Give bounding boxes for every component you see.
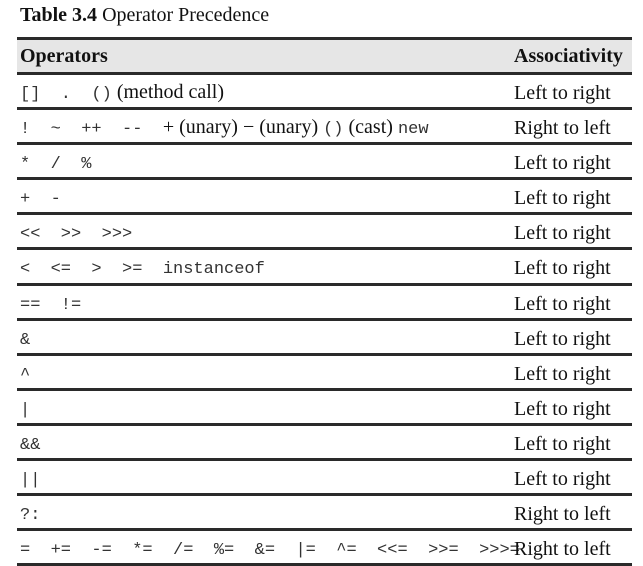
operators-cell: ^ <box>20 361 30 388</box>
operator-description: (method call) <box>111 81 225 103</box>
table-row: * / % Left to right <box>17 145 632 181</box>
operators-cell: & <box>20 326 30 353</box>
associativity-cell: Left to right <box>514 292 611 315</box>
operator-code: < <= > >= instanceof <box>20 260 265 280</box>
operator-code: [] . () <box>20 85 112 104</box>
operator-precedence-table: Operators Associativity [] . () (method … <box>17 37 632 566</box>
operator-code: = += -= *= /= %= &= |= ^= <<= >>= >>>= <box>20 541 520 561</box>
associativity-cell: Right to left <box>514 117 611 140</box>
operator-code: | <box>20 400 31 420</box>
operators-cell: || <box>20 466 40 493</box>
operators-cell: && <box>20 431 40 458</box>
table-row: ! ~ ++ -- + (unary) − (unary) () (cast) … <box>17 110 632 146</box>
operators-cell: << >> >>> <box>20 220 132 247</box>
table-body: [] . () (method call) Left to right ! ~ ++… <box>17 75 632 566</box>
operator-description: + (unary) − (unary) <box>162 116 324 139</box>
operator-code: ?: <box>20 506 41 526</box>
operators-cell: ! ~ ++ -- + (unary) − (unary) () (cast) … <box>20 115 429 142</box>
operator-code: + - <box>20 190 61 210</box>
operator-code: () <box>323 120 344 140</box>
table-header-row: Operators Associativity <box>17 37 632 75</box>
associativity-cell: Left to right <box>514 362 611 385</box>
associativity-cell: Left to right <box>514 222 611 245</box>
operator-code: && <box>20 435 41 455</box>
caption-label: Table 3.4 <box>20 4 98 26</box>
operator-code: == != <box>20 295 82 315</box>
table-caption: Table 3.4 Operator Precedence <box>20 2 269 28</box>
associativity-cell: Left to right <box>514 468 611 491</box>
caption-title: Operator Precedence <box>102 4 270 26</box>
table-row: ^ Left to right <box>17 356 632 391</box>
operators-cell: < <= > >= instanceof <box>20 255 265 282</box>
operator-code: * / % <box>20 155 92 175</box>
table-row: [] . () (method call) Left to right <box>17 75 632 111</box>
operators-cell: == != <box>20 291 81 318</box>
associativity-cell: Right to left <box>514 503 611 526</box>
table-row: + - Left to right <box>17 180 632 216</box>
associativity-cell: Left to right <box>514 82 611 104</box>
operator-code: new <box>397 120 429 140</box>
table-row: = += -= *= /= %= &= |= ^= <<= >>= >>>= Ri… <box>17 531 632 566</box>
operators-cell: + - <box>20 185 61 212</box>
operator-code: << >> >>> <box>20 225 133 245</box>
operator-code: & <box>20 330 31 350</box>
table-row: || Left to right <box>17 461 632 497</box>
table-row: << >> >>> Left to right <box>17 215 632 251</box>
header-operators: Operators <box>20 45 108 67</box>
table-row: && Left to right <box>17 426 632 462</box>
table-row: == != Left to right <box>17 286 632 321</box>
operators-cell: | <box>20 396 30 423</box>
operator-code: ! ~ ++ -- <box>20 120 163 140</box>
table-row: | Left to right <box>17 391 632 426</box>
table-row: & Left to right <box>17 321 632 356</box>
associativity-cell: Left to right <box>514 152 611 175</box>
table-row: < <= > >= instanceof Left to right <box>17 250 632 286</box>
associativity-cell: Left to right <box>514 327 611 350</box>
operators-cell: [] . () (method call) <box>20 80 224 107</box>
table-row: ?: Right to left <box>17 496 632 532</box>
header-associativity: Associativity <box>514 45 623 67</box>
operator-code: || <box>20 471 41 491</box>
operators-cell: ?: <box>20 501 40 528</box>
associativity-cell: Right to left <box>514 538 611 561</box>
operators-cell: * / % <box>20 150 91 177</box>
operator-description: (cast) <box>343 116 398 139</box>
associativity-cell: Left to right <box>514 432 611 455</box>
operator-code: ^ <box>20 365 31 385</box>
associativity-cell: Left to right <box>514 187 611 210</box>
associativity-cell: Left to right <box>514 397 611 420</box>
associativity-cell: Left to right <box>514 257 611 280</box>
operators-cell: = += -= *= /= %= &= |= ^= <<= >>= >>>= <box>20 536 520 563</box>
